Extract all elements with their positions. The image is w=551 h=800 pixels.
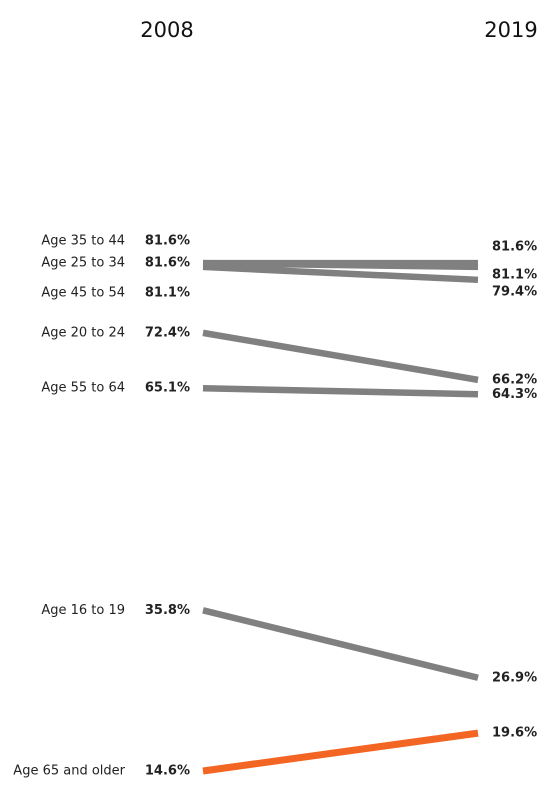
series-line <box>202 329 479 384</box>
category-label: Age 25 to 34 <box>41 256 125 271</box>
value-label-2008: 81.1% <box>145 285 190 300</box>
value-label-2008: 14.6% <box>145 764 190 779</box>
year-label-2019: 2019 <box>484 18 537 42</box>
series-line <box>202 384 479 398</box>
value-label-2008: 35.8% <box>145 603 190 618</box>
category-label: Age 16 to 19 <box>41 603 125 618</box>
value-label-2019: 64.3% <box>492 387 537 402</box>
category-label: Age 55 to 64 <box>41 381 125 396</box>
value-label-2008: 72.4% <box>145 325 190 340</box>
value-label-2019: 79.4% <box>492 284 537 299</box>
value-label-2008: 81.6% <box>145 234 190 249</box>
value-label-2019: 81.1% <box>492 267 537 282</box>
value-label-2019: 26.9% <box>492 670 537 685</box>
series-line <box>202 607 479 681</box>
value-label-2019: 19.6% <box>492 726 537 741</box>
value-label-2008: 65.1% <box>145 381 190 396</box>
category-label: Age 65 and older <box>13 764 125 779</box>
series-line <box>202 259 479 271</box>
series-line <box>202 729 479 775</box>
category-label: Age 35 to 44 <box>41 234 125 249</box>
value-label-2008: 81.6% <box>145 256 190 271</box>
year-label-2008: 2008 <box>140 18 193 42</box>
value-label-2019: 66.2% <box>492 372 537 387</box>
value-label-2019: 81.6% <box>492 240 537 255</box>
category-label: Age 45 to 54 <box>41 285 125 300</box>
series-line <box>202 263 479 284</box>
category-label: Age 20 to 24 <box>41 325 125 340</box>
